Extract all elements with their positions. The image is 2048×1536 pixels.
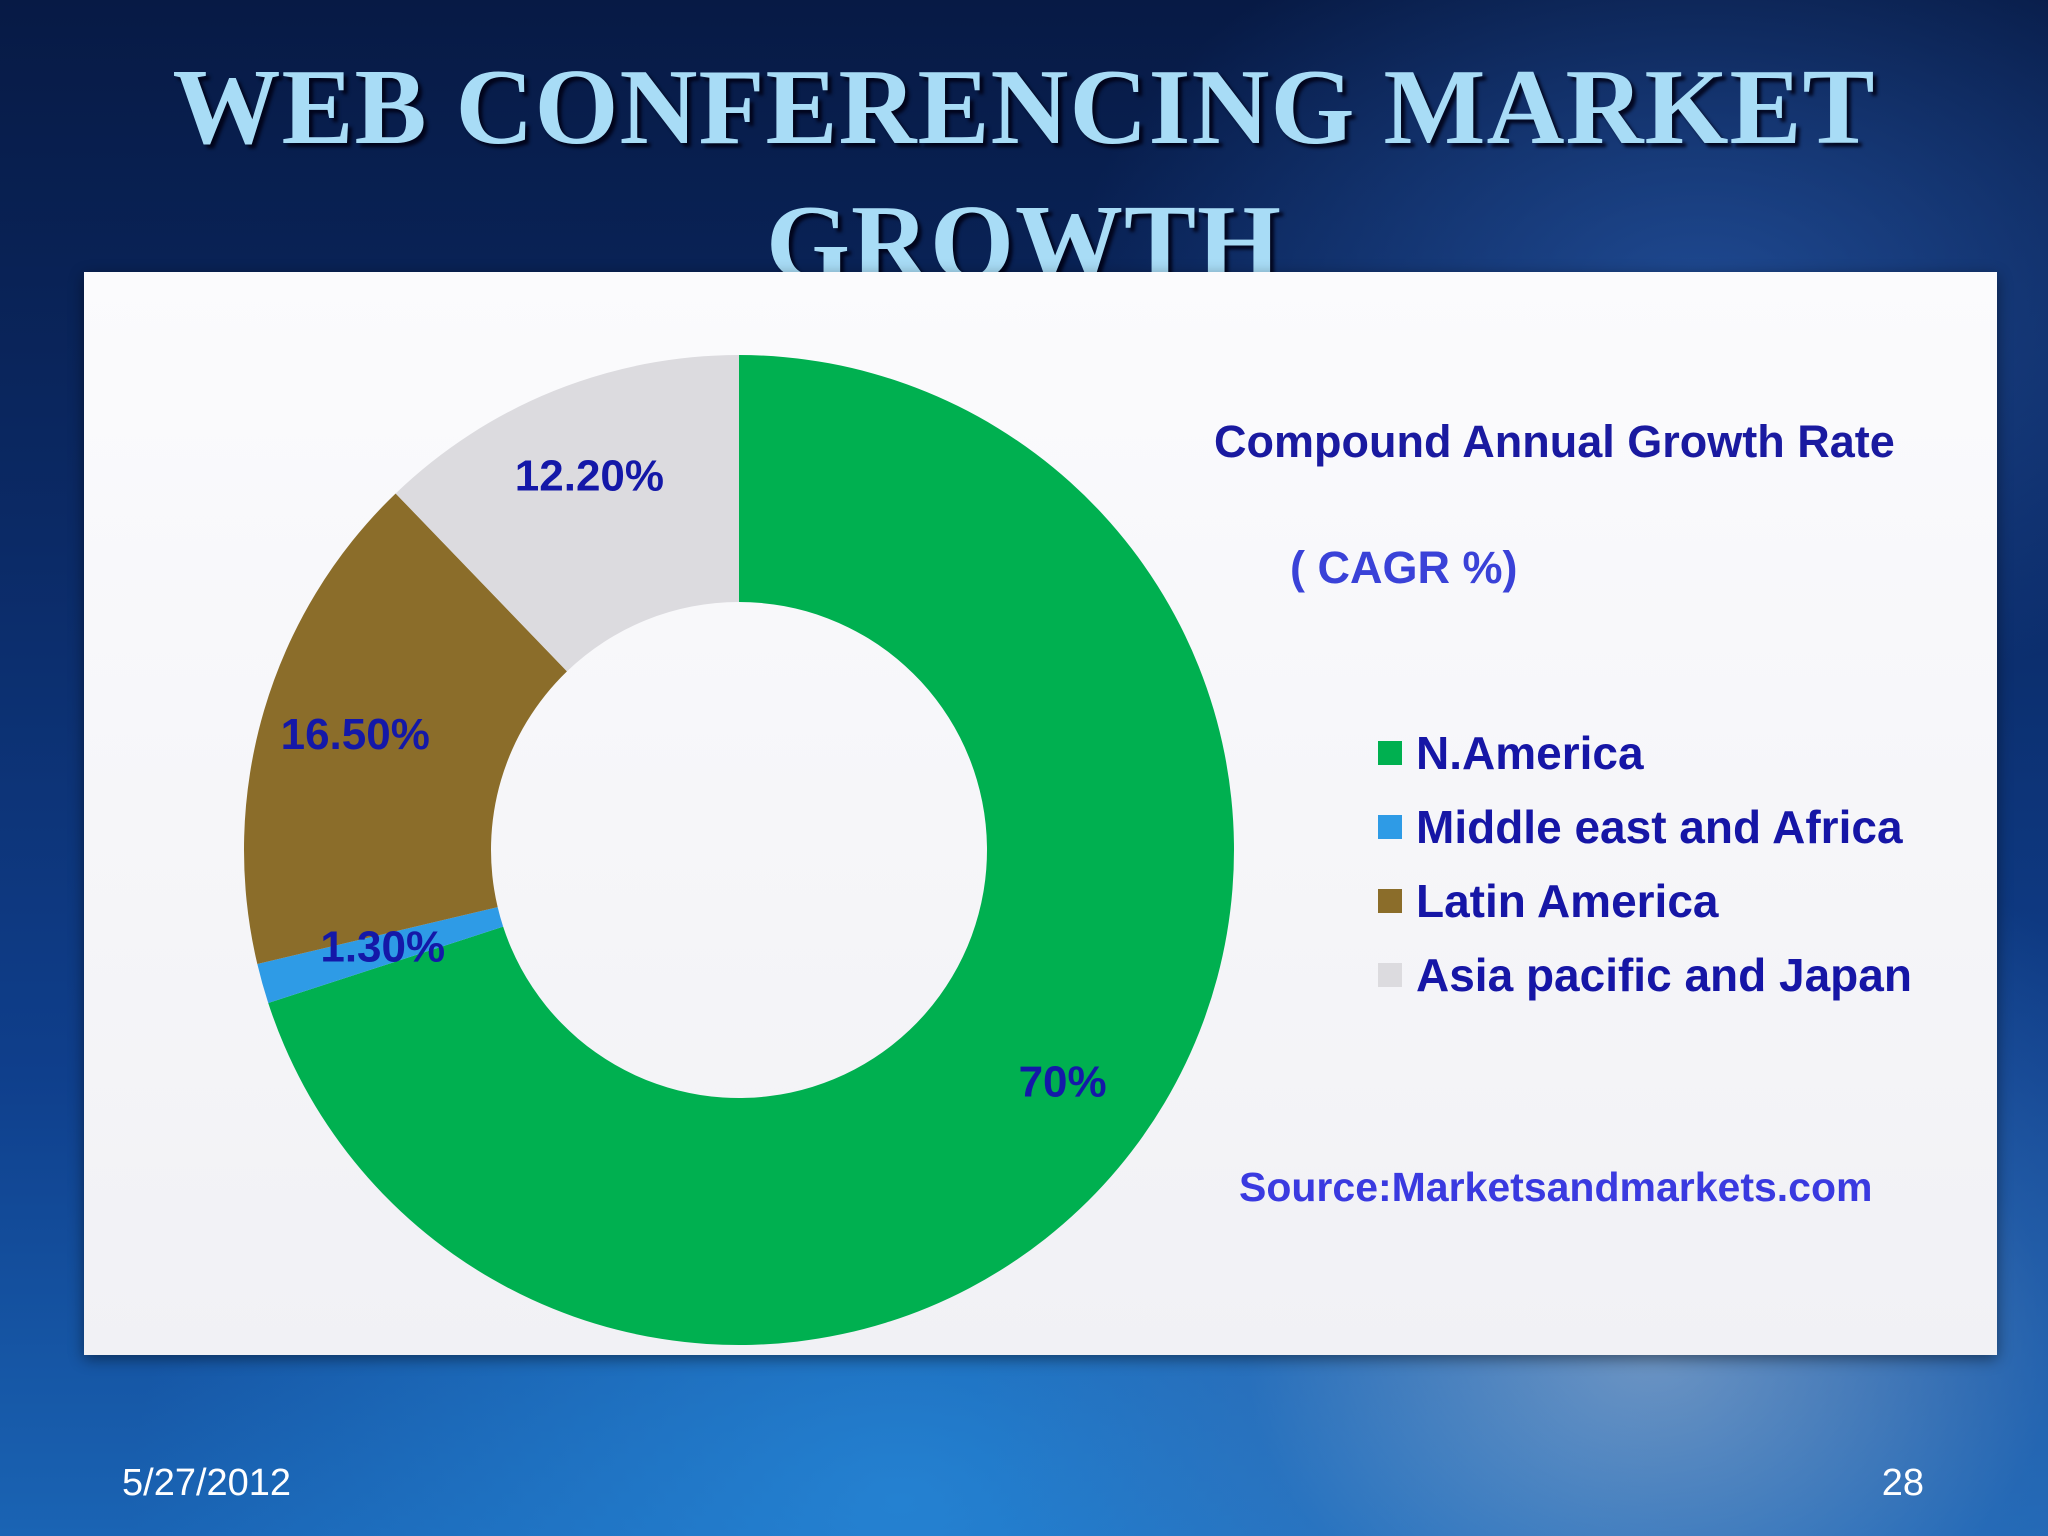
data-label-latin-america: 16.50% — [281, 710, 430, 759]
data-label-asia-pacific-and-japan: 12.20% — [515, 452, 664, 501]
donut-slice-n-america — [268, 355, 1234, 1345]
donut-slice-middle-east-and-africa — [257, 907, 504, 1003]
legend-swatch — [1378, 963, 1402, 987]
donut-slice-latin-america — [244, 493, 567, 965]
slide-title: WEB CONFERENCING MARKET GROWTH — [0, 40, 2048, 312]
chart-source: Source:Marketsandmarkets.com — [1239, 1164, 1873, 1210]
chart-title: Compound Annual Growth Rate — [1214, 416, 1895, 467]
legend-swatch — [1378, 741, 1402, 765]
legend-label: N.America — [1416, 727, 1644, 779]
footer-date: 5/27/2012 — [122, 1462, 292, 1504]
page-number: 28 — [1881, 1462, 1924, 1504]
slide-title-line-1: WEB CONFERENCING MARKET — [172, 48, 1876, 167]
legend-swatch — [1378, 889, 1402, 913]
legend-label: Middle east and Africa — [1416, 801, 1903, 853]
donut-chart: 70% 1.30% 16.50% 12.20% — [244, 355, 1234, 1345]
legend-item-asia-pacific-japan: Asia pacific and Japan — [1378, 938, 1912, 1012]
legend-item-n-america: N.America — [1378, 716, 1912, 790]
chart-panel: 70% 1.30% 16.50% 12.20% Compound Annual Gro… — [84, 272, 1997, 1355]
donut-slice-asia-pacific-and-japan — [395, 355, 739, 672]
legend-item-middle-east-africa: Middle east and Africa — [1378, 790, 1912, 864]
chart-legend: N.America Middle east and Africa Latin A… — [1378, 716, 1912, 1012]
legend-label: Asia pacific and Japan — [1416, 949, 1912, 1001]
data-label-middle-east-and-africa: 1.30% — [320, 922, 445, 971]
data-label-n-america: 70% — [1019, 1058, 1107, 1107]
legend-swatch — [1378, 815, 1402, 839]
chart-subtitle: ( CAGR %) — [1290, 542, 1518, 593]
legend-label: Latin America — [1416, 875, 1719, 927]
legend-item-latin-america: Latin America — [1378, 864, 1912, 938]
